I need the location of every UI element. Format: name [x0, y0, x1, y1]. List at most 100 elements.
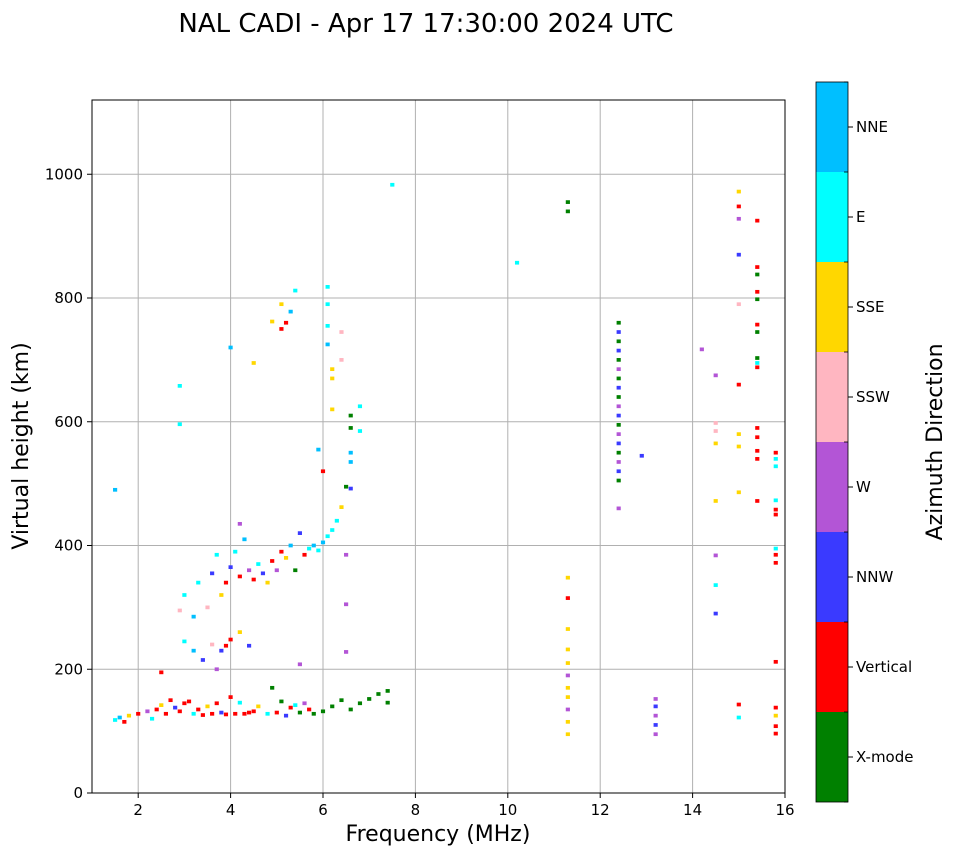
data-point [565, 200, 570, 204]
data-point [713, 553, 718, 558]
x-axis-ticks: 2 4 6 8 10 12 14 16 [133, 793, 795, 819]
data-point [616, 330, 621, 334]
data-point [177, 422, 182, 427]
data-point [713, 583, 718, 587]
y-tick-label: 1000 [45, 165, 83, 183]
data-point [565, 673, 570, 678]
data-point [214, 552, 219, 557]
data-point [348, 460, 353, 464]
data-point [316, 447, 321, 452]
data-point [219, 648, 224, 653]
colorbar-segment [816, 712, 848, 802]
data-point [357, 701, 363, 706]
colorbar-segment [816, 172, 848, 262]
colorbar-tick-label: SSW [856, 388, 890, 406]
data-point [616, 441, 621, 446]
data-point [279, 549, 284, 554]
data-point [279, 327, 284, 331]
data-point [755, 297, 760, 302]
data-point [348, 707, 353, 712]
data-point [390, 182, 395, 187]
data-point [237, 521, 242, 526]
data-point [565, 627, 570, 631]
data-point [367, 697, 372, 701]
data-point [223, 643, 229, 648]
colorbar-tick-label: SSE [856, 298, 885, 316]
colorbar-tick-label: NNE [856, 118, 888, 136]
colorbar-tick-label: Vertical [856, 658, 912, 676]
data-point [325, 534, 330, 539]
data-point [168, 698, 173, 703]
data-point [616, 460, 621, 464]
data-point [274, 568, 279, 573]
data-point [736, 204, 741, 209]
data-point [330, 704, 335, 709]
data-point [773, 705, 778, 710]
data-point [325, 285, 330, 289]
data-point [344, 602, 349, 607]
data-point [293, 288, 298, 293]
data-point [376, 692, 381, 696]
data-point [755, 448, 760, 453]
data-point [200, 713, 205, 717]
colorbar-segment [816, 622, 848, 712]
data-point [385, 689, 390, 693]
data-point [302, 552, 307, 557]
data-point [616, 478, 621, 483]
data-point [177, 384, 182, 388]
data-point [713, 499, 718, 503]
data-point [736, 382, 741, 387]
data-point [325, 323, 330, 328]
data-point [113, 487, 118, 492]
data-point [288, 543, 293, 548]
data-point [773, 560, 778, 565]
x-tick-label: 4 [226, 801, 236, 819]
data-point [755, 272, 760, 277]
data-point [339, 330, 344, 334]
data-point [616, 506, 621, 511]
data-point [182, 593, 187, 597]
colorbar-segment [816, 82, 848, 172]
data-point [339, 505, 344, 509]
data-point [223, 712, 229, 717]
data-point [736, 702, 741, 707]
data-point [344, 552, 349, 557]
data-point [307, 707, 312, 712]
data-point [773, 464, 778, 469]
data-point [565, 732, 570, 737]
data-point [182, 639, 187, 644]
data-point [616, 404, 621, 409]
data-point [713, 421, 718, 425]
data-point [325, 302, 330, 307]
data-point [159, 670, 164, 675]
data-point [385, 700, 390, 705]
data-point [773, 498, 778, 503]
data-point [320, 540, 326, 545]
data-point [653, 723, 658, 727]
data-point [251, 709, 256, 714]
data-point [773, 450, 778, 455]
data-point [117, 715, 122, 720]
data-point [126, 713, 132, 718]
data-point [357, 404, 363, 409]
data-point [755, 435, 760, 440]
data-point [330, 376, 335, 381]
data-point [237, 574, 242, 579]
data-point [713, 429, 718, 433]
data-point [163, 711, 168, 716]
data-point [256, 562, 261, 566]
data-point [173, 705, 178, 710]
colorbar-tick-label: NNW [856, 568, 893, 586]
data-point [755, 330, 760, 334]
y-tick-label: 400 [54, 537, 83, 555]
data-point [251, 577, 256, 582]
data-point [251, 361, 256, 365]
data-point [736, 252, 741, 257]
data-point [348, 486, 353, 491]
y-tick-label: 800 [54, 289, 83, 307]
data-point [228, 637, 233, 642]
data-point [113, 718, 118, 722]
data-point [219, 710, 224, 715]
data-point [616, 432, 621, 436]
data-point [242, 537, 247, 542]
